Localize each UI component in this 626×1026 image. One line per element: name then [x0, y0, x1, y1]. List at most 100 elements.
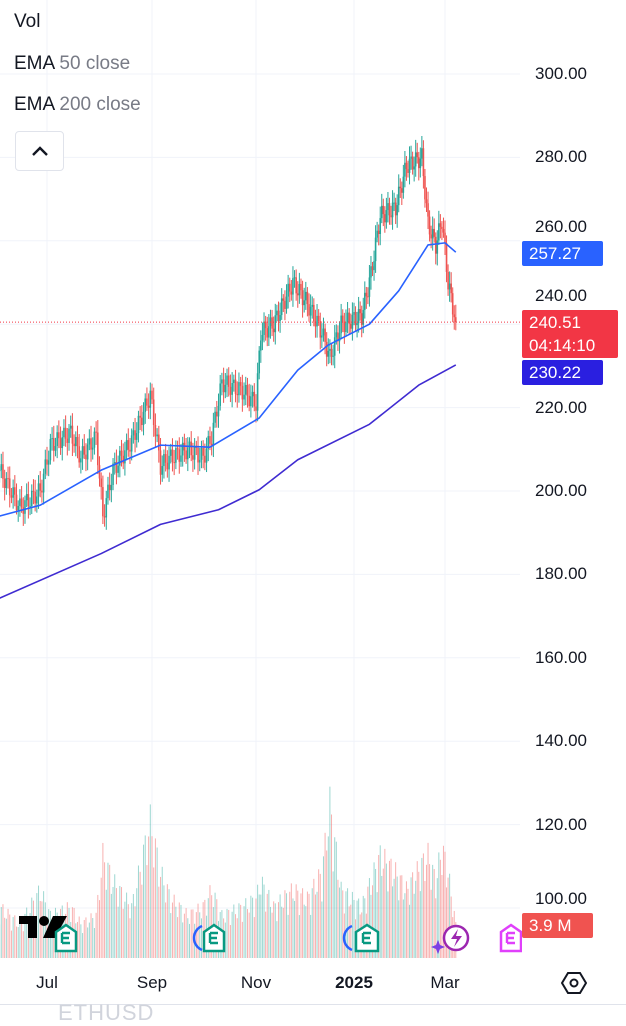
time-axis-label: Mar	[430, 973, 459, 993]
candle-body	[126, 440, 128, 450]
volume-bar	[254, 917, 255, 958]
candle-body	[238, 382, 240, 395]
candle-body	[109, 485, 111, 491]
candle-body	[202, 448, 204, 456]
price-axis-label: 160.00	[535, 648, 587, 668]
price-axis-label: 100.00	[535, 889, 587, 909]
candle-body	[16, 495, 18, 511]
candle-body	[387, 203, 389, 210]
volume-bar	[318, 869, 319, 958]
candle-body	[366, 293, 368, 297]
candle-body	[67, 439, 69, 443]
candle-body	[332, 356, 334, 357]
earnings-icon[interactable]	[340, 922, 390, 954]
earnings-icon[interactable]	[50, 922, 84, 954]
volume-bar	[273, 901, 274, 958]
candle-body	[359, 309, 361, 313]
candle-body	[156, 435, 158, 437]
legend-ema50[interactable]: EMA 50 close	[14, 53, 130, 75]
candle-body	[370, 266, 372, 277]
candle-body	[55, 446, 57, 451]
candle-body	[393, 203, 395, 204]
volume-bar	[135, 906, 136, 958]
candle-body	[369, 277, 371, 296]
candle-body	[28, 494, 30, 506]
candle-body	[415, 152, 417, 166]
candle-body	[221, 379, 223, 383]
symbol-name: ETHUSD	[58, 1000, 154, 1026]
volume-bar	[102, 843, 103, 958]
legend-volume[interactable]: Vol	[14, 11, 40, 33]
volume-bar	[257, 885, 258, 958]
volume-bar	[323, 856, 324, 958]
volume-bar	[426, 865, 427, 958]
volume-bar	[329, 787, 330, 958]
candle-body	[83, 446, 85, 454]
volume-bar	[177, 917, 178, 958]
candle-body	[250, 396, 252, 406]
volume-bar	[296, 884, 297, 958]
candle-body	[358, 309, 360, 323]
volume-bar	[131, 903, 132, 958]
volume-bar	[106, 890, 107, 958]
volume-bar	[320, 874, 321, 958]
candle-body	[50, 439, 52, 460]
volume-bar	[275, 903, 276, 958]
candle-body	[97, 432, 99, 465]
candle-body	[65, 428, 67, 439]
price-chart[interactable]	[0, 0, 626, 960]
volume-bar	[238, 903, 239, 958]
candle-body	[190, 442, 192, 456]
collapse-legend-button[interactable]	[15, 131, 64, 171]
candle-body	[73, 444, 75, 446]
volume-bar	[404, 893, 405, 958]
candle-body	[440, 223, 442, 227]
candle-body	[146, 398, 148, 405]
volume-bar	[101, 878, 102, 958]
volume-bar	[99, 900, 100, 958]
candle-body	[252, 392, 254, 396]
candle-body	[413, 166, 415, 169]
candle-body	[427, 203, 429, 216]
legend-ema200[interactable]: EMA 200 close	[14, 94, 141, 116]
candle-body	[139, 416, 141, 418]
candle-body	[279, 315, 281, 321]
volume-bar	[174, 895, 175, 958]
volume-bar	[409, 905, 410, 958]
lightning-icon[interactable]	[430, 922, 474, 954]
volume-bar	[284, 890, 285, 958]
candle-body	[94, 432, 96, 448]
volume-bar	[150, 804, 151, 958]
volume-bar	[14, 915, 15, 958]
candle-body	[287, 284, 289, 297]
candle-body	[386, 210, 388, 222]
candle-body	[353, 312, 355, 315]
candle-body	[426, 199, 428, 203]
candle-body	[29, 506, 31, 507]
candle-body	[104, 516, 106, 517]
candle-body	[185, 450, 187, 459]
earnings-icon[interactable]	[190, 922, 236, 954]
candle-body	[390, 215, 392, 217]
candle-body	[449, 284, 451, 290]
candle-body	[245, 385, 247, 395]
candle-body	[9, 478, 11, 495]
candle-body	[441, 227, 443, 229]
candle-body	[412, 157, 414, 170]
earnings-icon[interactable]	[498, 922, 522, 954]
volume-bar	[250, 896, 251, 958]
volume-bar	[179, 902, 180, 958]
settings-hexagon-icon[interactable]	[561, 970, 587, 996]
volume-bar	[119, 886, 120, 958]
volume-bar	[172, 903, 173, 958]
candle-body	[31, 491, 33, 506]
candle-body	[72, 426, 74, 444]
volume-bar	[424, 881, 425, 958]
volume-bar	[107, 863, 108, 958]
candle-body	[350, 324, 352, 329]
candle-body	[218, 406, 220, 417]
candle-body	[102, 487, 104, 516]
candle-body	[68, 429, 70, 443]
volume-bar	[170, 913, 171, 958]
candle-body	[271, 317, 273, 328]
